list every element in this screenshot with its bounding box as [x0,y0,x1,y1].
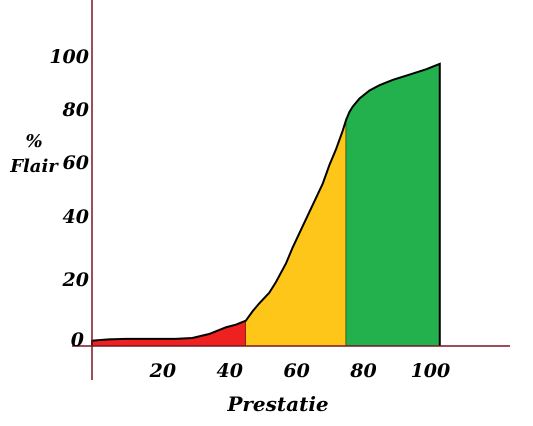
area-segment-2 [245,119,347,347]
y-tick-label: 60 [63,152,89,174]
x-tick-label: 100 [411,360,451,382]
x-tick-label: 80 [349,360,376,382]
y-axis-label-line-2: Flair [9,156,59,177]
y-tick-label: 0 [71,329,84,351]
area-segment-1 [92,320,246,346]
y-tick-label: 80 [62,99,89,121]
y-tick-label: 40 [63,206,89,228]
curve-outline [91,62,441,346]
x-tick-label: 60 [283,360,309,382]
area-segment-3 [346,63,440,346]
x-tick-label: 40 [217,360,243,382]
x-axis-label: Prestatie [226,392,328,416]
y-axis-label-line-1: % [25,131,42,152]
x-tick-label: 20 [149,360,176,382]
y-tick-label: 20 [62,269,89,291]
y-tick-label: 100 [49,46,89,68]
